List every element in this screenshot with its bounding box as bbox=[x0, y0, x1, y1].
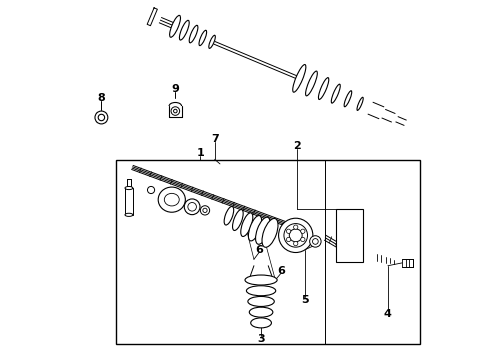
Ellipse shape bbox=[344, 91, 352, 107]
Ellipse shape bbox=[248, 216, 262, 241]
Ellipse shape bbox=[262, 219, 278, 247]
Ellipse shape bbox=[209, 35, 215, 48]
Circle shape bbox=[171, 107, 180, 115]
Text: 6: 6 bbox=[255, 245, 263, 255]
Circle shape bbox=[173, 109, 177, 113]
Ellipse shape bbox=[248, 296, 274, 306]
Circle shape bbox=[313, 239, 318, 244]
Circle shape bbox=[98, 114, 104, 121]
Ellipse shape bbox=[293, 64, 306, 92]
Ellipse shape bbox=[189, 25, 198, 43]
Text: 3: 3 bbox=[257, 334, 265, 344]
Ellipse shape bbox=[256, 217, 270, 244]
Ellipse shape bbox=[251, 318, 271, 328]
Circle shape bbox=[279, 218, 313, 252]
Polygon shape bbox=[147, 8, 157, 26]
Ellipse shape bbox=[249, 307, 273, 317]
Bar bbox=[125, 188, 133, 215]
Ellipse shape bbox=[164, 193, 179, 206]
Text: 4: 4 bbox=[384, 309, 392, 319]
Text: 2: 2 bbox=[293, 141, 301, 151]
Bar bbox=[117, 160, 420, 344]
Circle shape bbox=[294, 225, 298, 229]
Ellipse shape bbox=[179, 21, 189, 40]
Circle shape bbox=[200, 206, 210, 215]
Circle shape bbox=[301, 237, 305, 242]
Ellipse shape bbox=[199, 30, 207, 46]
Ellipse shape bbox=[245, 275, 277, 285]
Circle shape bbox=[147, 186, 155, 194]
Ellipse shape bbox=[233, 210, 243, 230]
Text: 5: 5 bbox=[301, 295, 309, 305]
Ellipse shape bbox=[125, 213, 133, 216]
Ellipse shape bbox=[170, 15, 180, 37]
Bar bbox=[336, 208, 363, 262]
Circle shape bbox=[289, 229, 302, 242]
Circle shape bbox=[301, 229, 305, 233]
Circle shape bbox=[287, 229, 291, 233]
Ellipse shape bbox=[331, 84, 340, 103]
Ellipse shape bbox=[306, 71, 318, 96]
Text: 1: 1 bbox=[196, 148, 204, 158]
Ellipse shape bbox=[357, 97, 363, 111]
Circle shape bbox=[287, 237, 291, 242]
Text: 9: 9 bbox=[172, 84, 179, 94]
Ellipse shape bbox=[158, 187, 185, 212]
Circle shape bbox=[284, 224, 308, 247]
Ellipse shape bbox=[318, 78, 329, 99]
Circle shape bbox=[188, 203, 196, 211]
Circle shape bbox=[95, 111, 108, 124]
Text: 8: 8 bbox=[98, 93, 105, 103]
Circle shape bbox=[294, 242, 298, 246]
Text: 6: 6 bbox=[277, 266, 285, 276]
Ellipse shape bbox=[246, 286, 276, 296]
Circle shape bbox=[203, 208, 207, 212]
Ellipse shape bbox=[125, 186, 133, 190]
Circle shape bbox=[184, 199, 200, 215]
Ellipse shape bbox=[224, 206, 234, 225]
Circle shape bbox=[310, 236, 321, 247]
Text: 7: 7 bbox=[211, 134, 219, 144]
Ellipse shape bbox=[241, 213, 253, 237]
